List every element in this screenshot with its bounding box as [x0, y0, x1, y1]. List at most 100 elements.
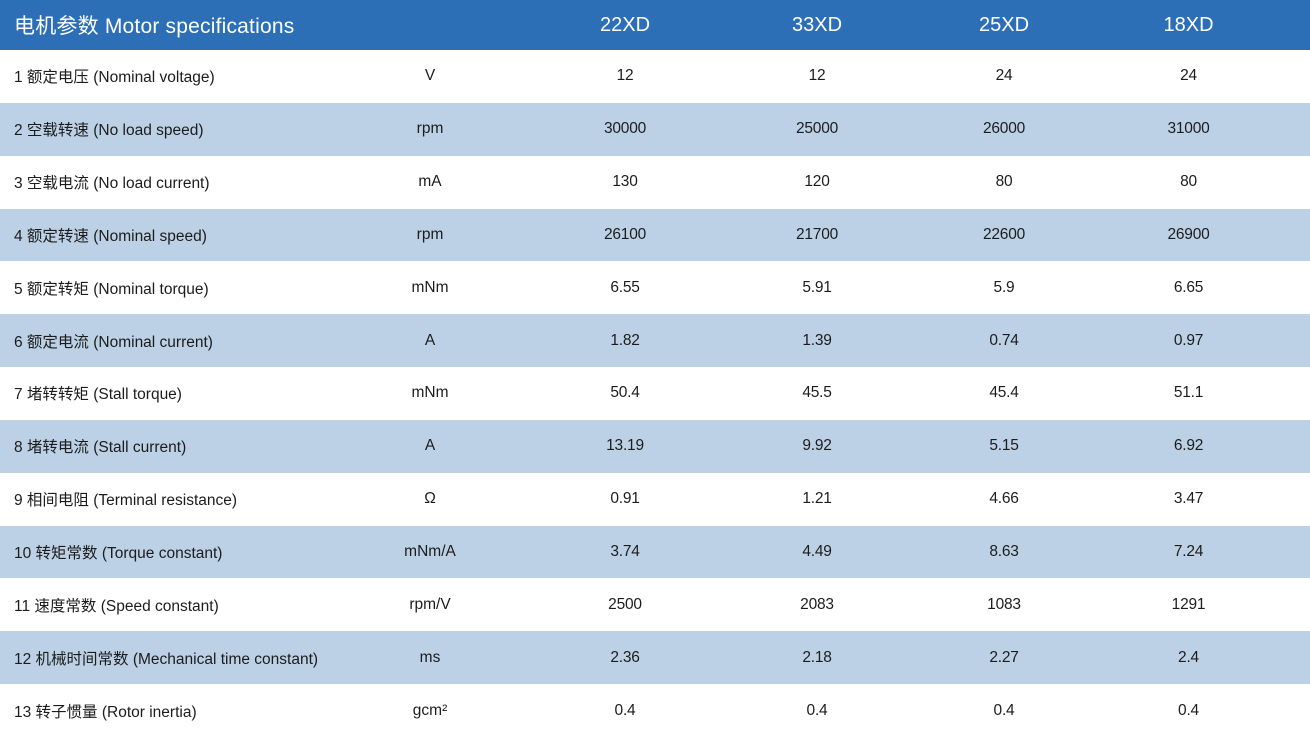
value-25xd: 80 [995, 173, 1013, 191]
table-row: 12 机械时间常数 (Mechanical time constant) ms … [0, 631, 1310, 685]
param-unit: rpm [416, 225, 444, 243]
table-row: 7 堵转转矩 (Stall torque) mNm 50.4 45.5 45.4… [0, 367, 1310, 420]
value-33xd: 9.92 [802, 437, 832, 455]
value-22xd: 26100 [603, 225, 647, 243]
value-18xd: 31000 [1167, 120, 1210, 138]
value-25xd: 2.27 [989, 648, 1019, 666]
table-title: 电机参数 Motor specifications [0, 0, 506, 50]
value-22xd: 3.74 [610, 543, 640, 561]
value-33xd: 12 [808, 67, 826, 85]
value-18xd: 80 [1180, 173, 1197, 191]
value-22xd: 1.82 [610, 331, 640, 349]
value-18xd: 7.24 [1173, 543, 1204, 561]
param-label: 4 额定转速 (Nominal speed) [14, 227, 207, 245]
value-25xd: 8.63 [989, 543, 1019, 561]
value-18xd: 3.47 [1173, 490, 1204, 508]
value-18xd: 6.65 [1173, 278, 1204, 296]
value-25xd: 5.15 [989, 437, 1019, 455]
param-label: 1 额定电压 (Nominal voltage) [14, 69, 215, 87]
table-row: 9 相间电阻 (Terminal resistance) Ω 0.91 1.21… [0, 473, 1310, 526]
param-unit: rpm [416, 120, 444, 138]
param-label: 3 空载电流 (No load current) [14, 175, 210, 193]
param-unit: V [424, 67, 436, 85]
value-22xd: 6.55 [610, 278, 640, 296]
value-18xd: 2.4 [1178, 648, 1199, 666]
table-row: 4 额定转速 (Nominal speed) rpm 26100 21700 2… [0, 208, 1310, 262]
column-header-22xd: 22XD [505, 0, 724, 50]
value-33xd: 0.4 [806, 701, 828, 719]
value-18xd: 51.1 [1173, 384, 1204, 402]
value-18xd: 0.97 [1173, 331, 1204, 349]
table-body: 1 额定电压 (Nominal voltage) V 12 12 24 24 2… [0, 50, 1310, 737]
value-22xd: 0.4 [614, 701, 636, 719]
value-18xd: 24 [1180, 67, 1197, 85]
param-label: 8 堵转电流 (Stall current) [14, 439, 187, 457]
value-33xd: 1.39 [802, 331, 832, 349]
value-25xd: 45.4 [989, 384, 1019, 402]
value-22xd: 2.36 [610, 648, 640, 666]
value-25xd: 24 [995, 67, 1013, 85]
param-label: 6 额定电流 (Nominal current) [14, 333, 213, 351]
value-22xd: 130 [612, 173, 638, 191]
value-33xd: 120 [804, 173, 830, 191]
value-22xd: 50.4 [610, 384, 640, 402]
table-row: 10 转矩常数 (Torque constant) mNm/A 3.74 4.4… [0, 525, 1310, 579]
param-unit: A [424, 437, 436, 455]
param-label: 12 机械时间常数 (Mechanical time constant) [14, 650, 319, 668]
param-unit: ms [419, 648, 441, 666]
param-label: 13 转子惯量 (Rotor inertia) [14, 703, 197, 721]
value-18xd: 1291 [1171, 595, 1206, 613]
table-row: 2 空载转速 (No load speed) rpm 30000 25000 2… [0, 102, 1310, 156]
table-row: 8 堵转电流 (Stall current) A 13.19 9.92 5.15… [0, 419, 1310, 473]
table-row: 3 空载电流 (No load current) mA 130 120 80 8… [0, 156, 1310, 209]
header-row: 电机参数 Motor specifications 22XD 33XD 25XD… [0, 0, 1310, 50]
param-unit: A [424, 331, 436, 349]
column-header-25xd: 25XD [911, 0, 1098, 50]
value-18xd: 0.4 [1178, 701, 1199, 719]
value-33xd: 4.49 [802, 543, 832, 561]
column-header-33xd: 33XD [723, 0, 912, 50]
param-label: 7 堵转转矩 (Stall torque) [14, 386, 182, 404]
value-25xd: 0.4 [993, 701, 1015, 719]
value-22xd: 0.91 [610, 490, 640, 508]
table-row: 5 额定转矩 (Nominal torque) mNm 6.55 5.91 5.… [0, 261, 1310, 314]
value-25xd: 0.74 [989, 331, 1019, 349]
table-header: 电机参数 Motor specifications 22XD 33XD 25XD… [0, 0, 1310, 50]
param-unit: mNm [411, 278, 449, 296]
param-unit: mNm/A [404, 543, 456, 561]
value-25xd: 5.9 [993, 278, 1015, 296]
value-25xd: 4.66 [989, 490, 1019, 508]
table-row: 11 速度常数 (Speed constant) rpm/V 2500 2083… [0, 578, 1310, 631]
param-unit: mA [418, 173, 442, 191]
value-33xd: 2.18 [802, 648, 832, 666]
param-label: 9 相间电阻 (Terminal resistance) [14, 492, 238, 510]
table-row: 1 额定电压 (Nominal voltage) V 12 12 24 24 [0, 50, 1310, 103]
value-18xd: 26900 [1167, 225, 1210, 243]
value-22xd: 30000 [603, 120, 647, 138]
param-unit: mNm [411, 384, 449, 402]
param-unit: gcm² [412, 701, 448, 719]
value-33xd: 21700 [795, 225, 839, 243]
table-row: 6 额定电流 (Nominal current) A 1.82 1.39 0.7… [0, 314, 1310, 368]
value-33xd: 2083 [800, 595, 834, 613]
table-row: 13 转子惯量 (Rotor inertia) gcm² 0.4 0.4 0.4… [0, 684, 1310, 737]
value-33xd: 45.5 [802, 384, 832, 402]
value-33xd: 1.21 [802, 490, 832, 508]
value-22xd: 2500 [608, 595, 642, 613]
value-25xd: 1083 [987, 595, 1021, 613]
param-label: 2 空载转速 (No load speed) [14, 122, 204, 140]
value-25xd: 22600 [982, 225, 1026, 243]
value-18xd: 6.92 [1173, 437, 1204, 455]
value-22xd: 12 [616, 67, 634, 85]
value-25xd: 26000 [982, 120, 1026, 138]
value-22xd: 13.19 [606, 437, 644, 455]
param-unit: Ω [424, 490, 436, 508]
param-label: 10 转矩常数 (Torque constant) [14, 545, 223, 563]
param-unit: rpm/V [409, 595, 451, 613]
column-header-18xd: 18XD [1097, 0, 1310, 50]
value-33xd: 5.91 [802, 278, 832, 296]
param-label: 11 速度常数 (Speed constant) [14, 597, 219, 615]
param-label: 5 额定转矩 (Nominal torque) [14, 280, 209, 298]
value-33xd: 25000 [795, 120, 839, 138]
